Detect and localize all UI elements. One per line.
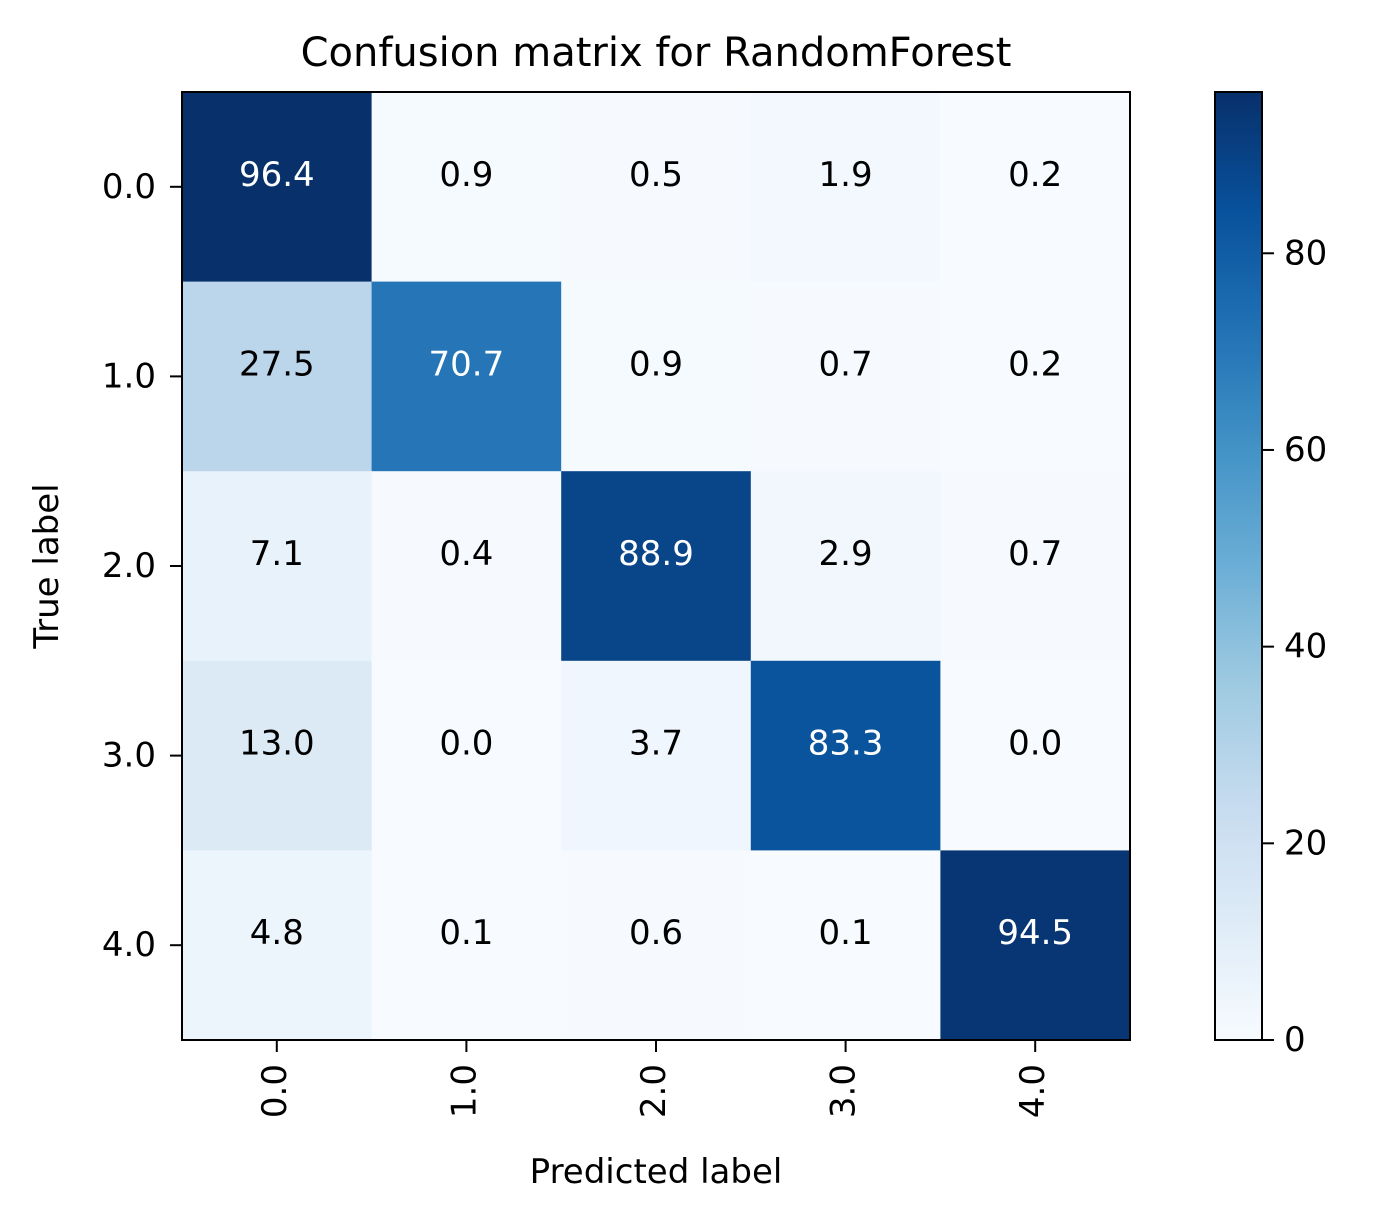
cell-value-label: 0.0	[1008, 724, 1062, 764]
heatmap-cell	[561, 660, 752, 851]
heatmap-cell	[371, 92, 562, 283]
cell-value-label: 7.1	[250, 534, 304, 574]
heatmap-cell	[940, 92, 1131, 283]
colorbar-tick-label: 60	[1284, 430, 1327, 470]
y-axis-ticks: 0.0 1.0 2.0 3.0 4.0	[102, 167, 182, 965]
cell-value-label: 70.7	[429, 344, 505, 384]
heatmap-cell	[750, 281, 941, 472]
heatmap-cell	[371, 850, 562, 1041]
y-tick-label: 2.0	[102, 546, 156, 586]
heatmap-cell	[561, 92, 752, 283]
heatmap-cell-labels: 96.4 0.9 0.5 1.9 0.2 27.5 70.7 0.9 0.7 0.2 7.1 0.4 8…	[239, 155, 1073, 953]
y-tick-label: 1.0	[102, 356, 156, 396]
cell-value-label: 0.7	[1008, 534, 1062, 574]
heatmap-cell	[940, 850, 1131, 1041]
heatmap-cell	[940, 660, 1131, 851]
y-tick-label: 0.0	[102, 167, 156, 207]
cell-value-label: 94.5	[997, 913, 1073, 953]
y-axis-label: True label	[27, 483, 67, 649]
cell-value-label: 3.7	[629, 724, 683, 764]
y-tick-label: 4.0	[102, 925, 156, 965]
cell-value-label: 0.1	[819, 913, 873, 953]
x-axis-label: Predicted label	[530, 1152, 783, 1192]
cell-value-label: 83.3	[808, 724, 884, 764]
heatmap-cell	[182, 471, 373, 662]
x-tick-label: 0.0	[255, 1064, 295, 1118]
colorbar-tick-label: 40	[1284, 627, 1327, 667]
heatmap-cell	[561, 850, 752, 1041]
x-tick-label: 2.0	[634, 1064, 674, 1118]
cell-value-label: 88.9	[618, 534, 694, 574]
cell-value-label: 0.1	[439, 913, 493, 953]
colorbar-tick-label: 20	[1284, 823, 1327, 863]
heatmap-cell	[561, 281, 752, 472]
cell-value-label: 2.9	[819, 534, 873, 574]
cell-value-label: 0.9	[439, 155, 493, 195]
colorbar-tick-label: 0	[1284, 1020, 1306, 1060]
cell-value-label: 96.4	[239, 155, 315, 195]
colorbar	[1214, 91, 1263, 1041]
cell-value-label: 0.0	[439, 724, 493, 764]
heatmap-cell	[371, 660, 562, 851]
heatmap-cell	[940, 471, 1131, 662]
cell-value-label: 0.6	[629, 913, 683, 953]
heatmap-cell	[182, 850, 373, 1041]
heatmap-cell	[371, 471, 562, 662]
heatmap-cell	[182, 660, 373, 851]
heatmap-cell	[371, 281, 562, 472]
cell-value-label: 0.5	[629, 155, 683, 195]
cell-value-label: 0.9	[629, 344, 683, 384]
chart-title: Confusion matrix for RandomForest	[301, 30, 1012, 76]
heatmap-cell	[750, 471, 941, 662]
cell-value-label: 1.9	[819, 155, 873, 195]
heatmap-cell	[182, 281, 373, 472]
heatmap-cell	[940, 281, 1131, 472]
colorbar-ticks: 0 20 40 60 80	[1262, 233, 1327, 1060]
heatmap-cells	[182, 92, 1131, 1041]
x-axis-ticks: 0.0 1.0 2.0 3.0 4.0	[255, 1040, 1053, 1118]
x-tick-label: 4.0	[1013, 1064, 1053, 1118]
heatmap-cell	[750, 660, 941, 851]
heatmap-cell	[561, 471, 752, 662]
cell-value-label: 0.2	[1008, 344, 1062, 384]
cell-value-label: 0.4	[439, 534, 493, 574]
cell-value-label: 13.0	[239, 724, 315, 764]
heatmap-cell	[750, 850, 941, 1041]
colorbar-tick-label: 80	[1284, 233, 1327, 273]
heatmap-cell	[182, 92, 373, 283]
cell-value-label: 4.8	[250, 913, 304, 953]
cell-value-label: 0.7	[819, 344, 873, 384]
heatmap-cell	[750, 92, 941, 283]
cell-value-label: 27.5	[239, 344, 315, 384]
y-tick-label: 3.0	[102, 736, 156, 776]
x-tick-label: 1.0	[444, 1064, 484, 1118]
cell-value-label: 0.2	[1008, 155, 1062, 195]
x-tick-label: 3.0	[824, 1064, 864, 1118]
